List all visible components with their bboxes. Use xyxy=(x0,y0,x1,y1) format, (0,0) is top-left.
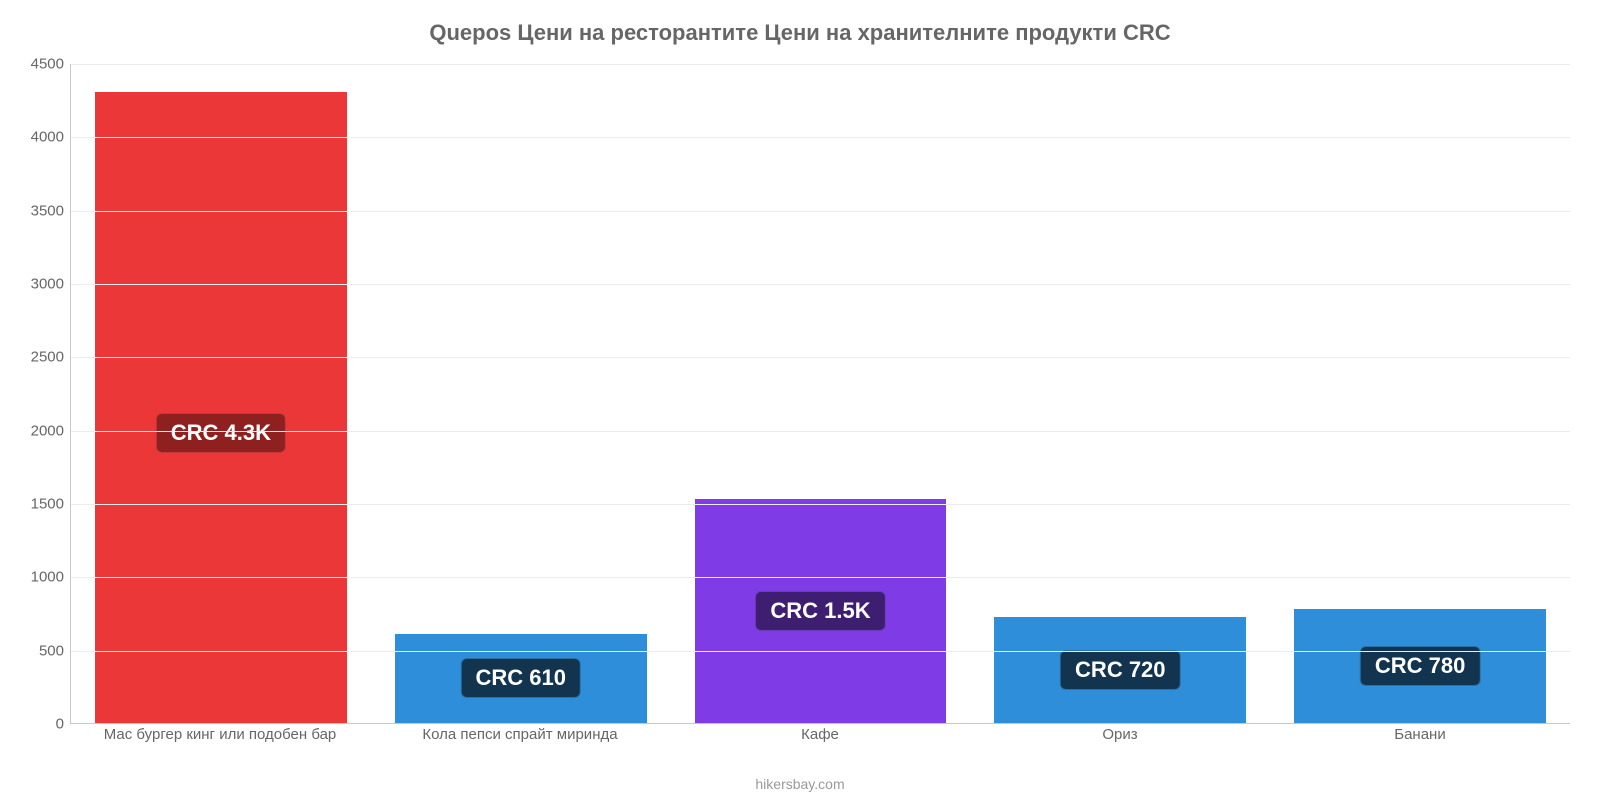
bars-container: CRC 4.3K CRC 610 CRC 1.5K CRC 720 CRC 780 xyxy=(71,64,1570,723)
price-bar-chart: Quepos Цени на ресторантите Цени на хран… xyxy=(0,0,1600,800)
y-tick-label: 4000 xyxy=(16,129,64,146)
grid-line xyxy=(71,64,1570,65)
y-tick-label: 1000 xyxy=(16,569,64,586)
bar: CRC 780 xyxy=(1294,609,1546,723)
bar: CRC 720 xyxy=(994,617,1246,723)
x-tick-label: Мас бургер кинг или подобен бар xyxy=(70,726,370,743)
grid-line xyxy=(71,357,1570,358)
bar: CRC 4.3K xyxy=(95,92,347,723)
grid-line xyxy=(71,211,1570,212)
grid-line xyxy=(71,577,1570,578)
grid-line xyxy=(71,284,1570,285)
x-tick-label: Банани xyxy=(1270,726,1570,743)
bar-value-label: CRC 610 xyxy=(460,658,580,698)
x-tick-label: Кола пепси спрайт миринда xyxy=(370,726,670,743)
bar-slot: CRC 610 xyxy=(371,64,671,723)
plot-area: CRC 4.3KCRC 610CRC 1.5KCRC 720CRC 780 05… xyxy=(70,64,1570,724)
chart-title: Quepos Цени на ресторантите Цени на хран… xyxy=(0,20,1600,46)
bar-slot: CRC 1.5K xyxy=(671,64,971,723)
credit-text: hikersbay.com xyxy=(0,776,1600,792)
x-tick-label: Кафе xyxy=(670,726,970,743)
bar-slot: CRC 780 xyxy=(1270,64,1570,723)
bar-value-label: CRC 780 xyxy=(1360,646,1480,686)
x-tick-label: Ориз xyxy=(970,726,1270,743)
bar-value-label: CRC 4.3K xyxy=(156,413,286,453)
bar-value-label: CRC 1.5K xyxy=(755,591,885,631)
y-tick-label: 1500 xyxy=(16,496,64,513)
grid-line xyxy=(71,651,1570,652)
bar: CRC 610 xyxy=(395,634,647,723)
y-tick-label: 500 xyxy=(16,642,64,659)
y-tick-label: 0 xyxy=(16,716,64,733)
y-tick-label: 3500 xyxy=(16,202,64,219)
y-tick-label: 4500 xyxy=(16,56,64,73)
bar-value-label: CRC 720 xyxy=(1060,650,1180,690)
grid-line xyxy=(71,504,1570,505)
bar-slot: CRC 720 xyxy=(970,64,1270,723)
bar: CRC 1.5K xyxy=(695,499,947,723)
grid-line xyxy=(71,137,1570,138)
y-tick-label: 2000 xyxy=(16,422,64,439)
grid-line xyxy=(71,431,1570,432)
x-axis: Мас бургер кинг или подобен барКола пепс… xyxy=(70,726,1570,743)
y-tick-label: 3000 xyxy=(16,276,64,293)
bar-slot: CRC 4.3K xyxy=(71,64,371,723)
y-tick-label: 2500 xyxy=(16,349,64,366)
